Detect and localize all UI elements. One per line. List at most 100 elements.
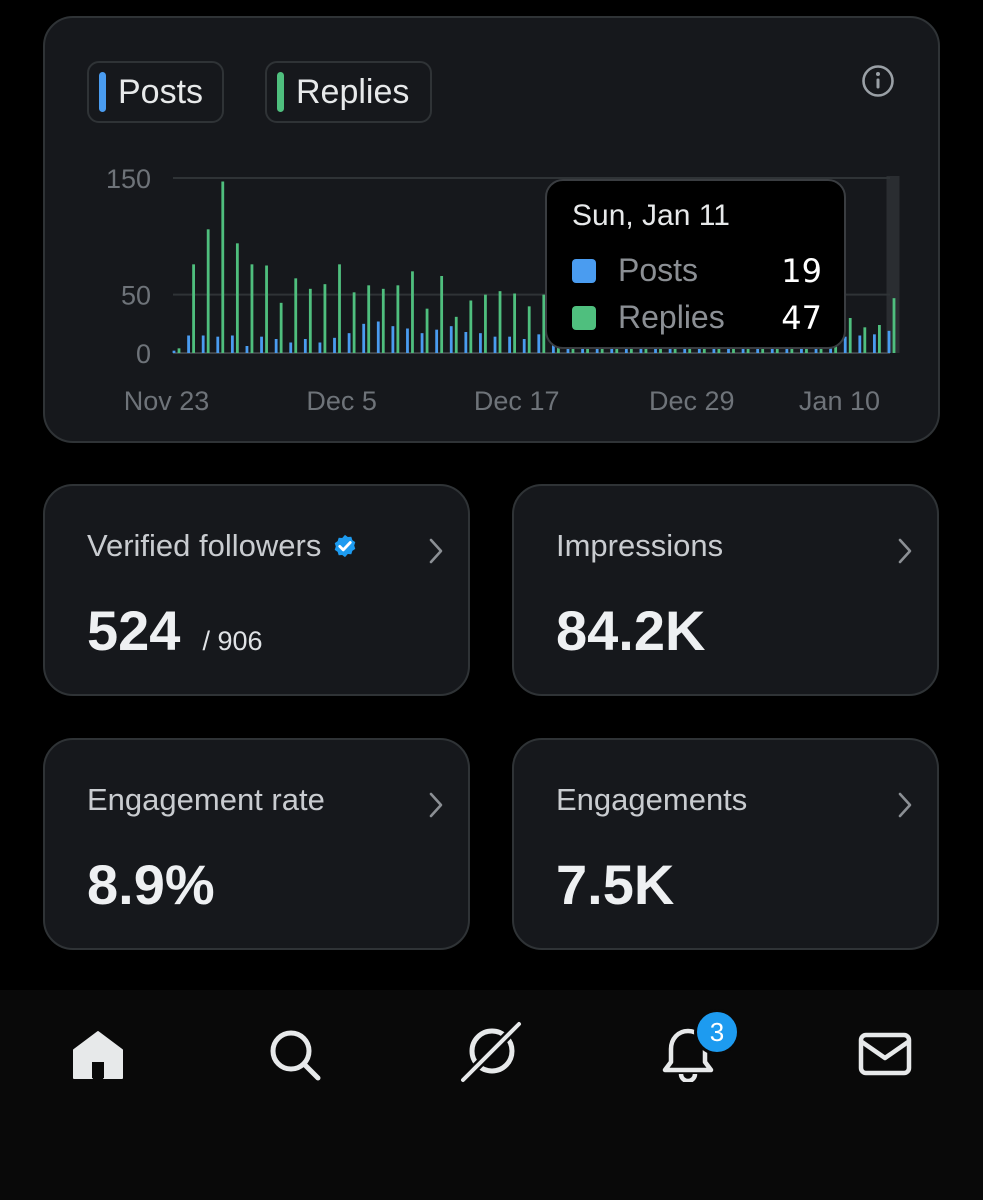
posts-bar bbox=[172, 350, 176, 353]
grok-icon[interactable] bbox=[459, 1020, 523, 1084]
posts-bar bbox=[303, 339, 307, 353]
search-icon[interactable] bbox=[266, 1026, 322, 1082]
posts-bar bbox=[333, 337, 336, 353]
posts-bar bbox=[274, 339, 278, 353]
replies-bar bbox=[279, 302, 283, 353]
replies-bar bbox=[863, 327, 867, 353]
engagements-card[interactable]: Engagements 7.5K bbox=[512, 738, 939, 950]
posts-bar bbox=[245, 346, 249, 353]
legend-replies-label: Replies bbox=[296, 72, 410, 111]
posts-bar bbox=[376, 321, 380, 353]
tooltip-replies-label: Replies bbox=[618, 299, 725, 335]
legend-toggle-posts[interactable]: Posts bbox=[87, 61, 224, 123]
engagement-rate-value: 8.9% bbox=[87, 853, 215, 916]
replies-bar bbox=[425, 308, 429, 353]
replies-bar bbox=[250, 264, 254, 353]
tooltip-posts-swatch bbox=[572, 259, 596, 283]
replies-bar bbox=[192, 264, 195, 353]
replies-bar bbox=[469, 300, 473, 353]
replies-bar bbox=[206, 229, 210, 353]
posts-bar bbox=[362, 323, 366, 353]
tooltip-posts-value: 19 bbox=[781, 252, 822, 290]
posts-bar bbox=[887, 330, 891, 353]
replies-bar bbox=[294, 278, 298, 353]
engagement-rate-title: Engagement rate bbox=[87, 782, 325, 817]
replies-bar bbox=[892, 298, 896, 353]
engagement-rate-card[interactable]: Engagement rate 8.9% bbox=[43, 738, 470, 950]
chart-tooltip: Sun, Jan 11 Posts 19 Replies 47 bbox=[545, 179, 846, 349]
chevron-right-icon bbox=[898, 538, 912, 564]
highlight-column bbox=[886, 176, 900, 353]
legend-posts-label: Posts bbox=[118, 72, 204, 111]
activity-chart-card: Posts Replies 0 50 150 Nov 23 Dec 5 Dec 17 Dec… bbox=[43, 16, 940, 443]
posts-bar bbox=[406, 328, 409, 353]
replies-bar bbox=[411, 271, 414, 353]
replies-bar bbox=[323, 284, 327, 353]
posts-bar bbox=[858, 335, 862, 353]
impressions-title: Impressions bbox=[556, 528, 724, 563]
legend-toggle-replies[interactable]: Replies bbox=[265, 61, 432, 123]
posts-bar bbox=[260, 336, 263, 353]
impressions-value: 84.2K bbox=[556, 599, 706, 662]
posts-bar bbox=[873, 334, 876, 353]
posts-bar bbox=[216, 336, 220, 353]
notification-count-badge: 3 bbox=[694, 1009, 740, 1055]
posts-bar bbox=[508, 336, 512, 353]
chevron-right-icon bbox=[898, 792, 912, 818]
replies-bar bbox=[367, 285, 371, 353]
chevron-right-icon bbox=[429, 792, 443, 818]
replies-bar bbox=[177, 348, 181, 353]
tooltip-posts-row: Posts 19 bbox=[572, 252, 822, 290]
y-tick-label: 150 bbox=[106, 164, 151, 194]
x-tick-label: Dec 5 bbox=[306, 386, 377, 416]
replies-bar bbox=[498, 291, 502, 353]
verified-followers-title-row: Verified followers bbox=[87, 528, 359, 564]
posts-bar bbox=[318, 342, 322, 353]
verified-followers-title: Verified followers bbox=[87, 528, 322, 563]
verified-badge-icon bbox=[335, 534, 356, 558]
posts-bar bbox=[201, 335, 205, 353]
verified-followers-value-row: 524 / 906 bbox=[87, 598, 263, 663]
replies-bar bbox=[454, 316, 458, 353]
replies-bar bbox=[221, 181, 225, 353]
verified-followers-card[interactable]: Verified followers 524 / 906 bbox=[43, 484, 470, 696]
replies-bar bbox=[513, 293, 517, 353]
replies-bar bbox=[308, 288, 312, 353]
posts-bar bbox=[843, 336, 847, 353]
posts-bar bbox=[537, 334, 541, 353]
tooltip-date: Sun, Jan 11 bbox=[572, 199, 730, 232]
posts-bar bbox=[464, 332, 468, 353]
posts-bar bbox=[435, 329, 439, 353]
posts-bar bbox=[187, 335, 190, 353]
tooltip-replies-value: 47 bbox=[781, 299, 822, 337]
replies-bar bbox=[265, 265, 268, 353]
tooltip-replies-swatch bbox=[572, 306, 596, 330]
replies-bar bbox=[848, 318, 852, 353]
posts-bar bbox=[289, 342, 293, 353]
engagements-title: Engagements bbox=[556, 782, 748, 817]
y-tick-label: 0 bbox=[136, 339, 151, 369]
x-tick-label: Dec 17 bbox=[474, 386, 560, 416]
posts-bar bbox=[420, 333, 424, 353]
replies-bar bbox=[878, 325, 881, 353]
posts-bar bbox=[230, 335, 234, 353]
replies-bar bbox=[338, 264, 341, 353]
posts-bar bbox=[493, 336, 497, 353]
posts-bar bbox=[347, 333, 351, 353]
mail-icon[interactable] bbox=[857, 1026, 913, 1082]
replies-bar bbox=[440, 276, 444, 353]
y-tick-label: 50 bbox=[121, 281, 151, 311]
bottom-navigation bbox=[0, 990, 983, 1200]
home-icon[interactable] bbox=[70, 1026, 126, 1082]
posts-color-pill bbox=[99, 72, 106, 112]
replies-bar bbox=[484, 294, 487, 353]
replies-bar bbox=[527, 306, 531, 353]
posts-bar bbox=[479, 333, 482, 353]
tooltip-posts-label: Posts bbox=[618, 252, 699, 288]
impressions-card[interactable]: Impressions 84.2K bbox=[512, 484, 939, 696]
replies-bar bbox=[352, 292, 356, 353]
replies-bar bbox=[542, 294, 546, 353]
verified-followers-value: 524 bbox=[87, 599, 181, 662]
info-icon[interactable] bbox=[861, 64, 895, 98]
chevron-right-icon bbox=[429, 538, 443, 564]
